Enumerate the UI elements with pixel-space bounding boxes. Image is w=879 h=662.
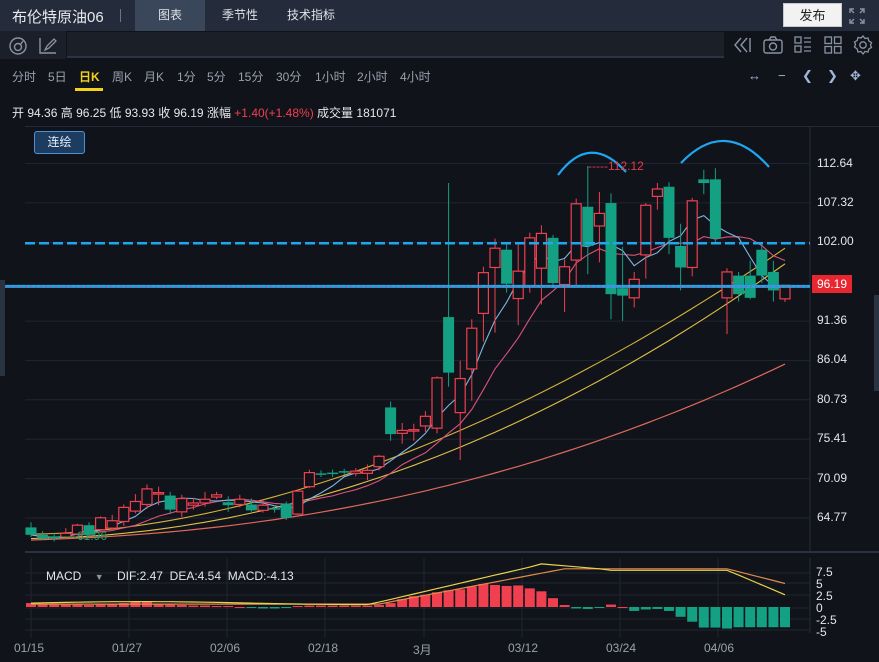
price-tick: 86.04 xyxy=(817,352,848,367)
period-1min[interactable]: 1分 xyxy=(177,70,196,84)
date-tick: 03/24 xyxy=(606,641,637,655)
dea-value: DEA:4.54 xyxy=(169,569,222,583)
chevron-down-icon[interactable]: ▼ xyxy=(94,572,104,582)
scroll-left-button[interactable]: ❮ xyxy=(802,68,813,83)
app-title: 布伦特原油06 xyxy=(12,9,104,26)
period-daily-k[interactable]: 日K xyxy=(79,70,100,84)
zoom-out-button[interactable]: − xyxy=(778,68,786,83)
active-period-indicator xyxy=(75,88,103,91)
quote-divider xyxy=(25,126,879,127)
price-tick: 75.41 xyxy=(817,431,848,446)
zoom-in-button[interactable]: ↔ xyxy=(748,68,761,83)
dif-value: DIF:2.47 xyxy=(116,569,163,583)
camera-icon[interactable] xyxy=(762,34,784,56)
date-tick: 04/06 xyxy=(704,641,735,655)
title-divider xyxy=(120,9,121,22)
high-label: 高 xyxy=(60,106,73,120)
volume-label: 成交量 xyxy=(317,106,354,120)
candlestick-chart[interactable]: -----112.12 -----61.96 xyxy=(0,127,879,557)
macd-legend: MACD ▼ DIF:2.47 DEA:4.54 MACD:-4.13 xyxy=(46,569,294,583)
price-tick: 64.77 xyxy=(817,510,848,524)
low-label: 低 xyxy=(109,106,122,120)
period-monthly-k[interactable]: 月K xyxy=(144,70,165,84)
tool-left-panel xyxy=(0,31,66,59)
rewind-icon[interactable] xyxy=(731,34,753,56)
macd-value: MACD:-4.13 xyxy=(227,569,294,583)
quote-info: 开 94.36 高 96.25 低 93.93 收 96.19 涨幅 +1.40… xyxy=(12,104,396,121)
fullscreen-icon[interactable] xyxy=(847,6,867,26)
macd-tick: 0 xyxy=(816,601,823,615)
volume-value: 181071 xyxy=(356,106,397,120)
macd-selector[interactable]: MACD xyxy=(46,569,82,583)
macd-tick: -2.5 xyxy=(816,613,837,627)
macd-tick: 2.5 xyxy=(816,589,833,603)
close-label: 收 xyxy=(158,106,171,120)
macd-tick: 5 xyxy=(816,577,823,591)
date-tick: 3月 xyxy=(413,643,432,657)
tab-technical-indicators[interactable]: 技术指标 xyxy=(286,8,335,22)
period-intraday[interactable]: 分时 xyxy=(12,70,37,84)
macd-chart[interactable] xyxy=(0,558,879,638)
scroll-right-button[interactable]: ❯ xyxy=(827,68,838,83)
date-tick: 01/15 xyxy=(14,641,45,655)
period-weekly-k[interactable]: 周K xyxy=(112,70,133,84)
close-value: 96.19 xyxy=(173,106,204,120)
price-tick: 107.32 xyxy=(817,194,854,209)
tab-seasonality[interactable]: 季节性 xyxy=(221,8,258,22)
change-label: 涨幅 xyxy=(206,106,231,120)
macd-tick: -5 xyxy=(816,625,827,639)
title-bar xyxy=(0,0,879,31)
period-5min[interactable]: 5分 xyxy=(207,70,226,84)
period-2hour[interactable]: 2小时 xyxy=(357,70,388,84)
change-value: +1.40(+1.48%) xyxy=(234,106,314,120)
date-tick: 03/12 xyxy=(508,641,539,655)
date-tick: 02/18 xyxy=(308,641,339,655)
right-panel-handle[interactable] xyxy=(874,295,879,391)
price-tick: 80.73 xyxy=(817,391,848,406)
low-value: 93.93 xyxy=(124,106,155,120)
pencil-icon[interactable] xyxy=(37,34,59,56)
period-4hour[interactable]: 4小时 xyxy=(400,70,431,84)
open-label: 开 xyxy=(12,106,25,120)
high-value: 96.25 xyxy=(76,106,107,120)
date-tick: 02/06 xyxy=(210,641,241,655)
current-price-tag: 96.19 xyxy=(812,275,852,293)
period-30min[interactable]: 30分 xyxy=(276,70,302,84)
price-tick: 102.00 xyxy=(817,234,854,249)
svg-text:-----112.12: -----112.12 xyxy=(588,159,644,173)
reset-position-button[interactable]: ✥ xyxy=(850,68,861,83)
drawing-tools-bar xyxy=(67,32,724,58)
svg-text:-----61.96: -----61.96 xyxy=(57,529,107,543)
macd-tick: 7.5 xyxy=(816,565,833,579)
open-value: 94.36 xyxy=(27,106,58,120)
price-tick: 91.36 xyxy=(817,313,848,328)
settings-icon[interactable] xyxy=(852,34,874,56)
period-15min[interactable]: 15分 xyxy=(238,70,264,84)
date-tick: 01/27 xyxy=(112,641,143,655)
period-5day[interactable]: 5日 xyxy=(48,70,67,84)
price-tick: 112.64 xyxy=(817,155,853,170)
price-tick: 70.09 xyxy=(817,470,848,485)
tab-chart[interactable]: 图表 xyxy=(135,0,205,31)
gauge-icon[interactable] xyxy=(7,34,29,56)
grid-layout-icon[interactable] xyxy=(822,34,844,56)
publish-button[interactable]: 发布 xyxy=(783,3,842,27)
period-1hour[interactable]: 1小时 xyxy=(315,70,346,84)
continuous-draw-button[interactable]: 连绘 xyxy=(34,131,85,154)
left-panel-handle[interactable] xyxy=(0,280,5,376)
list-layout-icon[interactable] xyxy=(792,34,814,56)
